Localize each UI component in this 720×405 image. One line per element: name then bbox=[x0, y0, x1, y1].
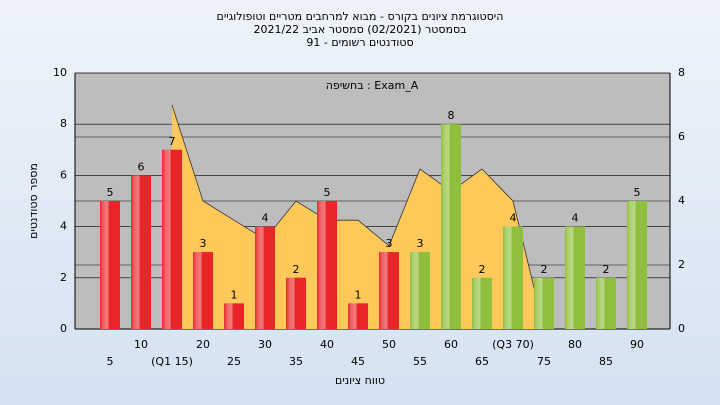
y2-tick-label: 2 bbox=[678, 258, 685, 271]
data-label: 1 bbox=[355, 288, 362, 301]
y-tick-label: 8 bbox=[60, 117, 67, 130]
x-tick-label: 85 bbox=[599, 355, 613, 368]
data-label: 3 bbox=[386, 237, 393, 250]
bar bbox=[100, 201, 120, 329]
chart-subtitle: סטודנטים רשומים - 91 bbox=[306, 36, 413, 49]
y-axis-label: מספר סטודנטים bbox=[27, 163, 40, 239]
x-tick-label: 60 bbox=[444, 338, 458, 351]
data-label: 8 bbox=[448, 109, 455, 122]
x-tick-label: 90 bbox=[630, 338, 644, 351]
y2-tick-label: 4 bbox=[678, 194, 685, 207]
chart-title: היסטוגרמת ציונים בקורס - מבוא למרחבים מט… bbox=[217, 10, 504, 23]
data-label: 3 bbox=[417, 237, 424, 250]
x-tick-label: 10 bbox=[134, 338, 148, 351]
bar bbox=[565, 226, 585, 329]
data-label: 4 bbox=[572, 212, 579, 225]
x-tick-label: 5 bbox=[107, 355, 114, 368]
data-label: 1 bbox=[231, 288, 238, 301]
density-line bbox=[171, 104, 545, 330]
bar bbox=[627, 201, 647, 329]
bar bbox=[193, 252, 213, 329]
data-label: 2 bbox=[603, 263, 610, 276]
x-tick-label: 65 bbox=[475, 355, 489, 368]
x-tick-label: 45 bbox=[351, 355, 365, 368]
x-tick-label: 50 bbox=[382, 338, 396, 351]
bar bbox=[348, 303, 368, 329]
x-axis-label: טווח ציונים bbox=[335, 374, 385, 387]
x-tick-label: 80 bbox=[568, 338, 582, 351]
data-label: 5 bbox=[324, 186, 331, 199]
bar bbox=[255, 226, 275, 329]
bar bbox=[162, 149, 182, 329]
y2-tick-label: 8 bbox=[678, 66, 685, 79]
bar bbox=[410, 252, 430, 329]
x-tick-label: 25 bbox=[227, 355, 241, 368]
bar bbox=[503, 226, 523, 329]
bar bbox=[379, 252, 399, 329]
x-tick-label: 75 bbox=[537, 355, 551, 368]
data-label: 6 bbox=[138, 160, 145, 173]
bar bbox=[472, 277, 492, 329]
y-tick-label: 4 bbox=[60, 220, 67, 233]
x-tick-label: 30 bbox=[258, 338, 272, 351]
data-label: 4 bbox=[510, 212, 517, 225]
data-label: 4 bbox=[262, 212, 269, 225]
bar bbox=[224, 303, 244, 329]
bar bbox=[441, 124, 461, 329]
y2-tick-label: 6 bbox=[678, 130, 685, 143]
bar bbox=[131, 175, 151, 329]
x-tick-label: 40 bbox=[320, 338, 334, 351]
x-tick-label: 20 bbox=[196, 338, 210, 351]
bar bbox=[286, 277, 306, 329]
y2-tick-label: 0 bbox=[678, 322, 685, 335]
x-tick-label: (Q1 15) bbox=[151, 355, 193, 368]
data-label: 3 bbox=[200, 237, 207, 250]
y-tick-label: 0 bbox=[60, 322, 67, 335]
x-tick-label: (Q3 70) bbox=[492, 338, 534, 351]
bar bbox=[317, 201, 337, 329]
x-tick-label: 35 bbox=[289, 355, 303, 368]
data-label: 7 bbox=[169, 135, 176, 148]
data-label: 2 bbox=[541, 263, 548, 276]
data-label: 5 bbox=[107, 186, 114, 199]
data-label: 2 bbox=[479, 263, 486, 276]
y-tick-label: 6 bbox=[60, 168, 67, 181]
y-tick-label: 10 bbox=[53, 66, 67, 79]
data-label: 5 bbox=[634, 186, 641, 199]
data-label: 2 bbox=[293, 263, 300, 276]
bar bbox=[596, 277, 616, 329]
annotation: Exam_A : בחשיפה bbox=[326, 79, 419, 92]
chart-subtitle: בסמסטר (02/2021) סמסטר אביב 2021/22 bbox=[253, 23, 466, 36]
y-tick-label: 2 bbox=[60, 271, 67, 284]
bar bbox=[534, 277, 554, 329]
x-tick-label: 55 bbox=[413, 355, 427, 368]
